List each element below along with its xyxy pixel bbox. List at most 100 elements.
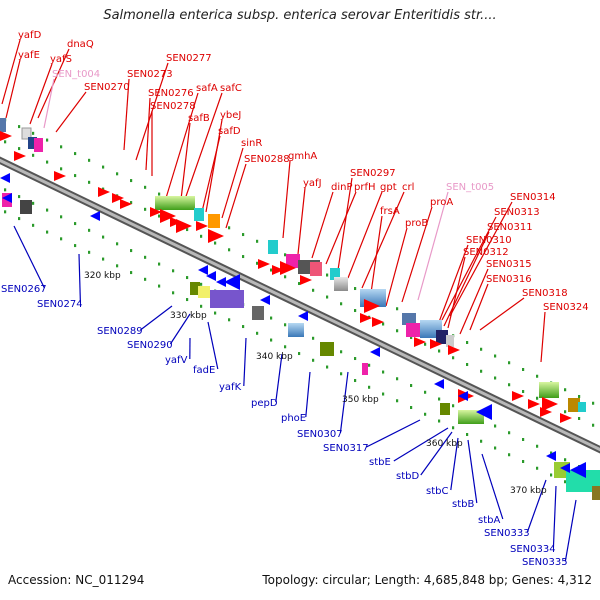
gene-label-SEN0313[interactable]: SEN0313: [494, 207, 540, 218]
gene-label-sinR[interactable]: sinR: [241, 138, 262, 149]
gene-label-stbD[interactable]: stbD: [396, 471, 419, 482]
gene-label-stbE[interactable]: stbE: [369, 457, 391, 468]
gene-label-SEN0267[interactable]: SEN0267: [1, 284, 47, 295]
track-dot: [354, 287, 357, 291]
gene-label-stbB[interactable]: stbB: [452, 499, 474, 510]
connector-line: [564, 499, 577, 562]
reverse-gene-arrow: [198, 265, 208, 275]
gene-label-yafE[interactable]: yafE: [18, 50, 40, 61]
track-dot: [4, 188, 7, 192]
gene-label-gmhA[interactable]: gmhA: [288, 151, 317, 162]
gene-label-SEN0274[interactable]: SEN0274: [37, 299, 83, 310]
track-dot: [592, 401, 595, 405]
track-dot: [214, 311, 217, 315]
reverse-gene-arrow: [206, 271, 216, 281]
gene-label-safA[interactable]: safA: [196, 83, 218, 94]
track-dot: [284, 275, 287, 279]
connector-line: [29, 63, 53, 125]
track-dot: [382, 370, 385, 374]
gene-label-safC[interactable]: safC: [220, 83, 242, 94]
gene-label-SEN0289[interactable]: SEN0289: [97, 326, 143, 337]
gene-label-SEN0318[interactable]: SEN0318: [522, 288, 568, 299]
gene-label-SEN0297[interactable]: SEN0297: [350, 168, 396, 179]
track-dot: [452, 426, 455, 430]
gene-label-SEN0278[interactable]: SEN0278: [150, 101, 196, 112]
gene-label-SEN0312[interactable]: SEN0312: [463, 247, 509, 258]
track-dot: [116, 172, 119, 176]
track-dot: [354, 357, 357, 361]
gene-label-phoE[interactable]: phoE: [281, 413, 306, 424]
track-dot: [312, 336, 315, 340]
track-dot: [340, 372, 343, 376]
track-dot: [340, 302, 343, 306]
gene-label-SEN0311[interactable]: SEN0311: [487, 222, 533, 233]
gene-label-SEN0333[interactable]: SEN0333: [484, 528, 530, 539]
connector-line: [552, 485, 557, 549]
track-dot: [438, 349, 441, 353]
forward-gene-arrow: [208, 229, 224, 243]
gene-label-pepD[interactable]: pepD: [251, 398, 278, 409]
track-dot: [494, 354, 497, 358]
track-dot: [144, 255, 147, 259]
gene-label-proA[interactable]: proA: [430, 197, 453, 208]
connector-line: [540, 311, 546, 363]
forward-gene-arrow: [364, 299, 380, 313]
connector-line: [282, 160, 291, 239]
gene-label-SEN0310[interactable]: SEN0310: [466, 235, 512, 246]
reverse-gene-arrow: [434, 379, 444, 389]
gene-label-proB[interactable]: proB: [405, 218, 428, 229]
gene-label-dnaQ[interactable]: dnaQ: [67, 39, 94, 50]
track-dot: [522, 459, 525, 463]
gene-label-yafS[interactable]: yafS: [50, 54, 72, 65]
gene-label-SEN0324[interactable]: SEN0324: [543, 302, 589, 313]
connector-line: [366, 419, 421, 448]
gene-label-fadE[interactable]: fadE: [193, 365, 215, 376]
track-dot: [200, 234, 203, 238]
gene-label-SEN_t004[interactable]: SEN_t004: [52, 69, 100, 80]
gene-label-yafK[interactable]: yafK: [219, 382, 242, 393]
track-dot: [564, 410, 567, 414]
gene-label-yafJ[interactable]: yafJ: [303, 178, 322, 189]
gene-label-SEN_t005[interactable]: SEN_t005: [446, 182, 494, 193]
connector-line: [417, 191, 449, 301]
gene-label-yafD[interactable]: yafD: [18, 30, 42, 41]
track-dot: [550, 451, 553, 455]
gene-label-stbC[interactable]: stbC: [426, 486, 448, 497]
track-dot: [368, 385, 371, 389]
connector-line: [481, 453, 504, 520]
forward-gene-arrow: [414, 337, 426, 347]
gene-label-SEN0277[interactable]: SEN0277: [166, 53, 212, 64]
gene-label-yafV[interactable]: yafV: [165, 355, 188, 366]
track-dot: [158, 262, 161, 266]
gene-label-SEN0288[interactable]: SEN0288: [244, 154, 290, 165]
forward-gene-arrow: [542, 397, 558, 411]
forward-gene-arrow: [560, 413, 572, 423]
gene-label-safB[interactable]: safB: [188, 113, 210, 124]
gene-label-SEN0316[interactable]: SEN0316: [486, 274, 532, 285]
gene-label-frsA[interactable]: frsA: [380, 206, 400, 217]
gene-label-SEN0270[interactable]: SEN0270: [84, 82, 130, 93]
gene-label-SEN0335[interactable]: SEN0335: [522, 557, 568, 568]
gene-label-dinP[interactable]: dinP: [331, 182, 353, 193]
gene-label-SEN0317[interactable]: SEN0317: [323, 443, 369, 454]
track-dot: [452, 356, 455, 360]
gene-label-SEN0307[interactable]: SEN0307: [297, 429, 343, 440]
gene-label-SEN0314[interactable]: SEN0314: [510, 192, 556, 203]
track-dot: [144, 207, 147, 211]
track-dot: [438, 397, 441, 401]
gene-label-stbA[interactable]: stbA: [478, 515, 500, 526]
gene-label-safD[interactable]: safD: [218, 126, 241, 137]
gene-label-SEN0315[interactable]: SEN0315: [486, 259, 532, 270]
gene-label-gpt[interactable]: gpt: [380, 182, 397, 193]
gene-label-crl[interactable]: crl: [402, 182, 414, 193]
gene-label-SEN0273[interactable]: SEN0273: [127, 69, 173, 80]
connector-line: [78, 253, 81, 304]
forward-gene-arrow: [372, 317, 384, 327]
gene-label-SEN0276[interactable]: SEN0276: [148, 88, 194, 99]
gene-label-ybeJ[interactable]: ybeJ: [220, 110, 241, 121]
gene-label-prfH[interactable]: prfH: [354, 182, 376, 193]
gene-label-SEN0290[interactable]: SEN0290: [127, 340, 173, 351]
gene-label-SEN0334[interactable]: SEN0334: [510, 544, 556, 555]
track-dot: [186, 228, 189, 232]
